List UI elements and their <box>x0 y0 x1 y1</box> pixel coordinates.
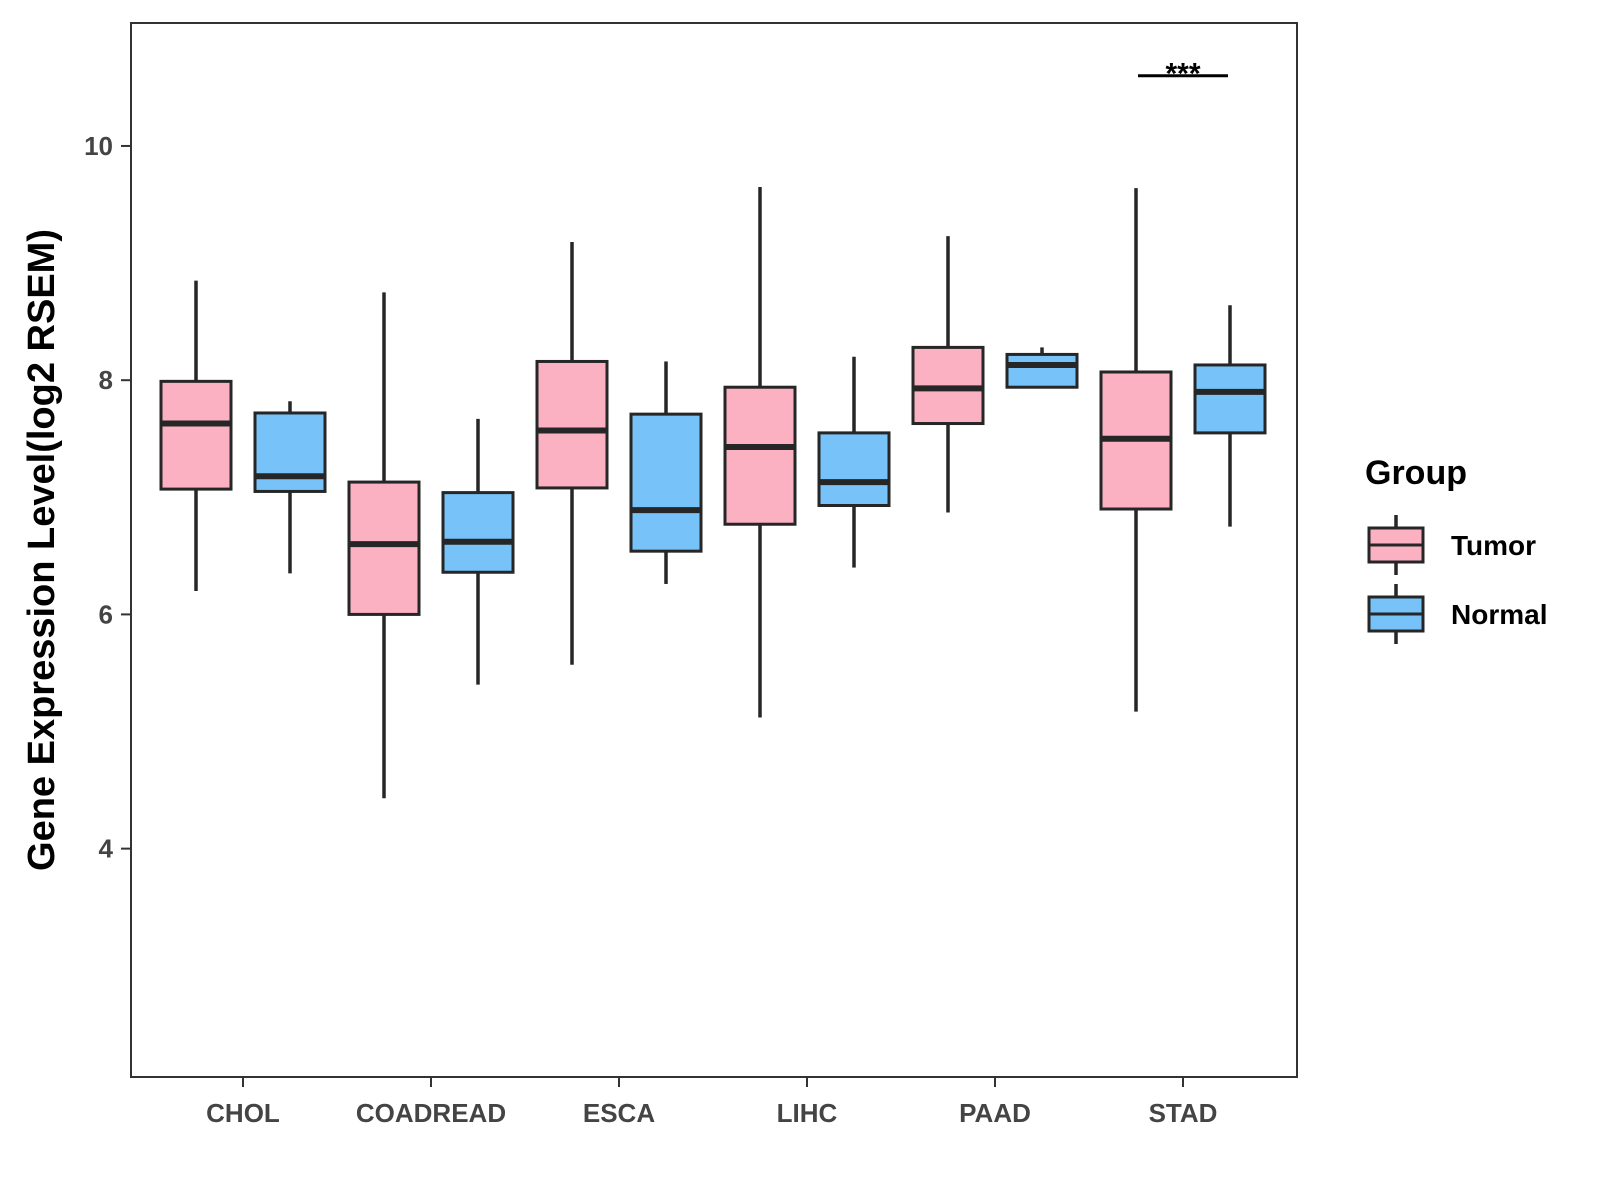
iqr-box <box>535 359 609 490</box>
iqr-box <box>253 411 327 493</box>
legend: Group Tumor Normal <box>1365 454 1547 644</box>
y-tick-label: 4 <box>99 834 114 864</box>
iqr-box <box>723 385 797 526</box>
iqr-box <box>347 480 421 616</box>
box-normal-esca <box>629 361 703 584</box>
y-axis: 4 6 8 10 <box>84 131 131 864</box>
legend-label-tumor: Tumor <box>1451 530 1536 561</box>
box-normal-lihc <box>817 356 891 568</box>
legend-key-tumor <box>1367 515 1425 575</box>
box-tumor-chol <box>159 280 233 591</box>
legend-key-normal <box>1367 584 1425 644</box>
x-axis: CHOL COADREAD ESCA LIHC PAAD STAD <box>206 1077 1217 1128</box>
y-axis-title: Gene Expression Level(log2 RSEM) <box>21 229 63 871</box>
x-tick-label: ESCA <box>583 1098 655 1128</box>
x-tick-label: COADREAD <box>356 1098 506 1128</box>
box-tumor-coadread <box>347 292 421 799</box>
box-tumor-esca <box>535 241 609 665</box>
y-tick-label: 8 <box>99 365 113 395</box>
box-tumor-stad <box>1099 188 1173 712</box>
box-normal-stad <box>1193 305 1267 527</box>
significance-annotations: *** <box>1138 58 1228 91</box>
box-tumor-paad <box>911 236 985 513</box>
x-tick-label: PAAD <box>959 1098 1031 1128</box>
box-normal-paad <box>1005 347 1079 389</box>
x-tick-label: LIHC <box>777 1098 838 1128</box>
legend-label-normal: Normal <box>1451 599 1547 630</box>
y-tick-label: 6 <box>99 599 113 629</box>
x-tick-label: STAD <box>1149 1098 1218 1128</box>
iqr-box <box>629 412 703 553</box>
iqr-box <box>817 431 891 507</box>
iqr-box <box>1193 363 1267 435</box>
iqr-box <box>1005 352 1079 389</box>
y-tick-label: 10 <box>84 131 113 161</box>
iqr-box <box>441 491 515 574</box>
box-tumor-lihc <box>723 186 797 718</box>
iqr-box <box>159 379 233 491</box>
box-series <box>159 186 1267 799</box>
x-tick-label: CHOL <box>206 1098 280 1128</box>
plot-panel <box>130 22 1298 1078</box>
box-normal-chol <box>253 401 327 574</box>
legend-title: Group <box>1365 454 1467 492</box>
box-normal-coadread <box>441 418 515 685</box>
significance-label: *** <box>1165 58 1200 91</box>
